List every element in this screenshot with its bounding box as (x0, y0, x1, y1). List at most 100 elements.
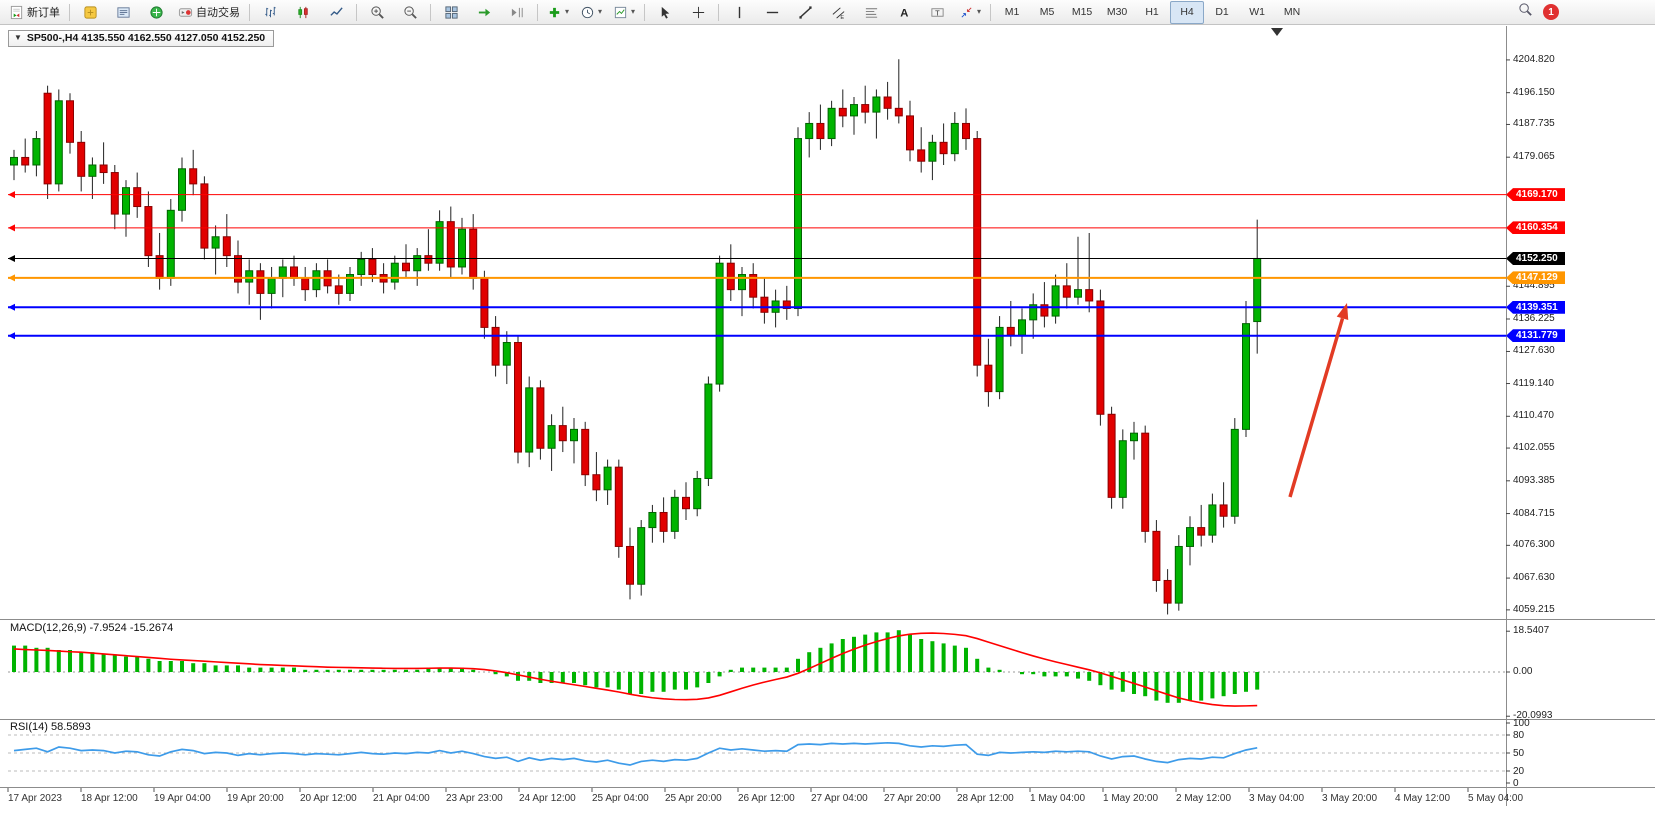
bar-chart-type-button[interactable] (254, 1, 286, 24)
autotrading-label: 自动交易 (196, 7, 240, 19)
toolbar-separator (69, 3, 70, 21)
svg-text:E: E (840, 15, 844, 20)
zoom-in-button[interactable] (361, 1, 393, 24)
vertical-line-tool-button[interactable] (723, 1, 755, 24)
candle-body (939, 141, 948, 155)
clock-icon (580, 5, 595, 20)
candle-body (1141, 432, 1150, 532)
zoom-out-button[interactable] (394, 1, 426, 24)
candle-body (290, 266, 298, 279)
text-icon: A (897, 5, 912, 20)
auto-scroll-button[interactable] (468, 1, 500, 24)
candle-body (122, 187, 130, 215)
chart-title-tab[interactable]: ▼ SP500-,H4 4135.550 4162.550 4127.050 4… (8, 30, 275, 47)
chevron-down-icon: ▾ (977, 7, 982, 16)
horizontal-line-icon (765, 5, 780, 20)
add-indicator-icon (547, 5, 562, 20)
candle-body (514, 342, 522, 453)
candle-body (749, 274, 758, 298)
chart-shift-marker[interactable] (1271, 28, 1283, 36)
chevron-down-icon: ▾ (565, 7, 570, 16)
text-label-tool-button[interactable]: T (921, 1, 953, 24)
new-order-label: 新订单 (27, 7, 60, 19)
candle-body (245, 270, 254, 283)
candle-body (222, 236, 231, 257)
candle-body (1074, 289, 1082, 298)
candle-body (413, 255, 422, 272)
toolbar-right-group: 1 (1518, 2, 1651, 22)
equidistant-channel-tool-button[interactable]: E (822, 1, 854, 24)
candle-body (995, 326, 1004, 393)
candle-body (334, 285, 343, 294)
cursor-tool-button[interactable] (649, 1, 681, 24)
crosshair-icon (691, 5, 706, 20)
price-line-left-marker (8, 191, 15, 199)
candle-body (682, 496, 690, 510)
candle-body (637, 527, 646, 585)
candle-body (1130, 432, 1138, 442)
periods-button[interactable]: ▾ (575, 1, 607, 24)
candle-body (883, 96, 892, 109)
candle-body (88, 164, 97, 177)
candle-body (178, 168, 186, 211)
timeframe-w1-button[interactable]: W1 (1249, 6, 1265, 18)
candle-body (1051, 285, 1060, 317)
fibonacci-tool-button[interactable] (855, 1, 887, 24)
candle-body (1253, 257, 1262, 323)
candle-body (1242, 323, 1250, 430)
trend-arrow-annotation[interactable] (1288, 317, 1345, 498)
line-chart-icon (329, 5, 344, 20)
candle-body (525, 387, 534, 453)
notification-badge[interactable]: 1 (1543, 4, 1559, 20)
candle-body (402, 262, 410, 272)
arrows-tool-button[interactable]: ▾ (954, 1, 986, 24)
timeframe-h1-button[interactable]: H1 (1145, 6, 1159, 18)
candlestick-chart-type-button[interactable] (287, 1, 319, 24)
candle-body (704, 383, 713, 479)
price-line-left-marker (8, 254, 15, 262)
crosshair-tool-button[interactable] (682, 1, 714, 24)
search-icon[interactable] (1518, 2, 1533, 22)
channel-icon: E (831, 5, 846, 20)
templates-button[interactable]: ▾ (608, 1, 640, 24)
autotrading-button[interactable]: 自动交易 (173, 1, 245, 24)
one-click-trading-toggle-icon[interactable]: ▼ (14, 33, 22, 42)
indicators-button[interactable]: ▾ (542, 1, 574, 24)
candle-body (10, 156, 18, 166)
toolbar-separator (718, 3, 720, 21)
chart-shift-button[interactable] (501, 1, 533, 24)
candle-body (928, 141, 937, 162)
text-tool-button[interactable]: A (888, 1, 920, 24)
timeframe-mn-button[interactable]: MN (1283, 6, 1301, 18)
timeframe-m5-button[interactable]: M5 (1039, 6, 1055, 18)
tile-windows-button[interactable] (435, 1, 467, 24)
timeframe-d1-button[interactable]: D1 (1215, 6, 1229, 18)
navigator-button[interactable] (140, 1, 172, 24)
candle-body (1062, 285, 1071, 298)
candle-body (200, 183, 209, 249)
candle-body (1096, 300, 1105, 415)
candle-body (446, 221, 455, 268)
candle-body (962, 122, 970, 140)
navigator-icon (149, 5, 164, 20)
timeframe-m15-button[interactable]: M15 (1071, 6, 1093, 18)
svg-text:A: A (900, 7, 908, 19)
timeframe-m30-button[interactable]: M30 (1106, 6, 1128, 18)
terminal-button[interactable] (107, 1, 139, 24)
horizontal-line-tool-button[interactable] (756, 1, 788, 24)
macd-indicator-label: MACD(12,26,9) -7.9524 -15.2674 (10, 622, 174, 634)
new-order-button[interactable]: 新订单 (4, 1, 65, 24)
candle-body (32, 138, 41, 166)
candle-body (693, 477, 702, 510)
metaeditor-button[interactable] (74, 1, 106, 24)
candle-body (1219, 504, 1228, 517)
timeframe-h4-button[interactable]: H4 (1170, 0, 1205, 24)
trendline-tool-button[interactable] (789, 1, 821, 24)
line-chart-type-button[interactable] (320, 1, 352, 24)
candle-body (570, 428, 578, 442)
candle-body (66, 100, 74, 143)
toolbar-separator (537, 3, 538, 21)
price-line-left-marker (8, 274, 15, 282)
timeframe-m1-button[interactable]: M1 (1004, 6, 1020, 18)
